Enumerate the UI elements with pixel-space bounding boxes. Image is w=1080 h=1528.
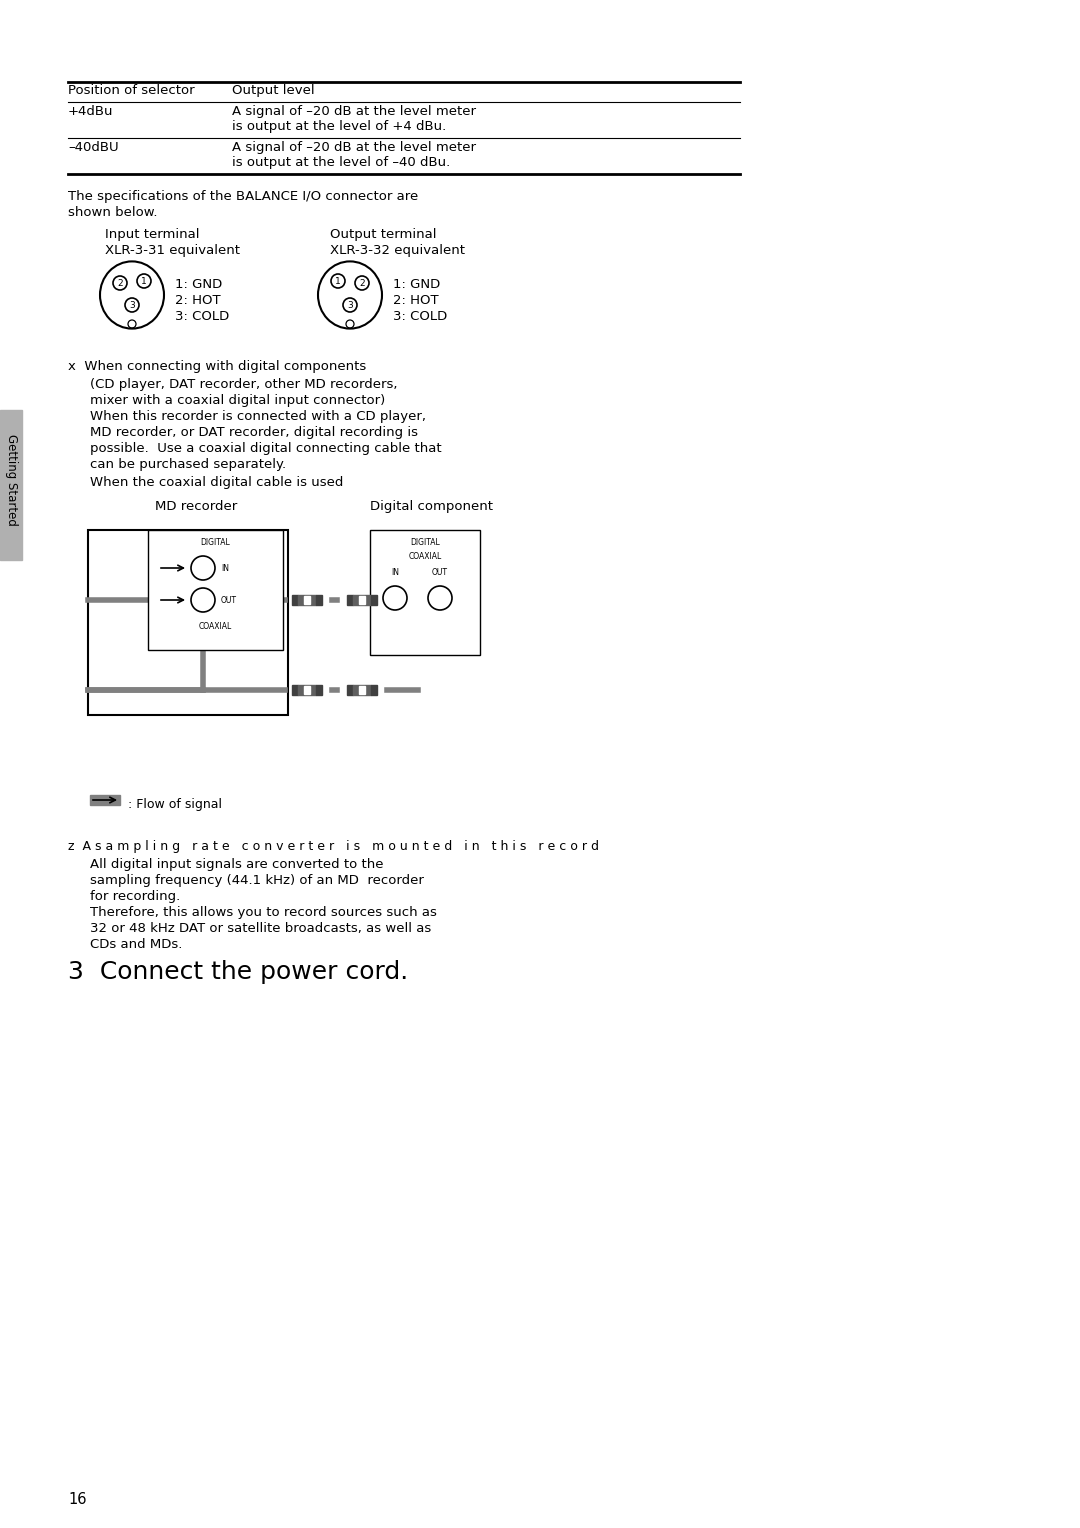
Text: DIGITAL: DIGITAL <box>410 538 440 547</box>
Text: –40dBU: –40dBU <box>68 141 119 154</box>
Text: XLR-3-32 equivalent: XLR-3-32 equivalent <box>330 244 465 257</box>
Text: 3: COLD: 3: COLD <box>175 310 229 322</box>
Text: 3: COLD: 3: COLD <box>393 310 447 322</box>
Text: 2: HOT: 2: HOT <box>393 293 438 307</box>
Text: Therefore, this allows you to record sources such as: Therefore, this allows you to record sou… <box>90 906 437 918</box>
Text: Input terminal: Input terminal <box>105 228 200 241</box>
Text: 1: GND: 1: GND <box>393 278 441 290</box>
Text: A signal of –20 dB at the level meter: A signal of –20 dB at the level meter <box>232 105 476 118</box>
Text: 16: 16 <box>68 1491 86 1507</box>
Text: CDs and MDs.: CDs and MDs. <box>90 938 183 950</box>
Text: XLR-3-31 equivalent: XLR-3-31 equivalent <box>105 244 240 257</box>
Text: COAXIAL: COAXIAL <box>199 622 232 631</box>
Text: 1: 1 <box>141 277 147 286</box>
Text: Output level: Output level <box>232 84 314 96</box>
Bar <box>347 685 353 695</box>
Bar <box>370 530 480 656</box>
Text: The specifications of the BALANCE I/O connector are: The specifications of the BALANCE I/O co… <box>68 189 418 203</box>
Text: possible.  Use a coaxial digital connecting cable that: possible. Use a coaxial digital connecti… <box>90 442 442 455</box>
Text: 2: HOT: 2: HOT <box>175 293 220 307</box>
Text: 2: 2 <box>118 278 123 287</box>
Bar <box>316 685 322 695</box>
Bar <box>353 685 372 695</box>
Bar <box>292 594 298 605</box>
Text: Getting Started: Getting Started <box>4 434 17 526</box>
Text: Output terminal: Output terminal <box>330 228 436 241</box>
Text: OUT: OUT <box>432 568 448 578</box>
Text: MD recorder, or DAT recorder, digital recording is: MD recorder, or DAT recorder, digital re… <box>90 426 418 439</box>
Text: All digital input signals are converted to the: All digital input signals are converted … <box>90 859 383 871</box>
Bar <box>372 685 377 695</box>
Bar <box>298 594 316 605</box>
Bar <box>303 596 310 604</box>
Text: MD recorder: MD recorder <box>156 500 238 513</box>
Text: 1: GND: 1: GND <box>175 278 222 290</box>
Text: 3  Connect the power cord.: 3 Connect the power cord. <box>68 960 408 984</box>
Text: is output at the level of –40 dBu.: is output at the level of –40 dBu. <box>232 156 450 170</box>
Text: mixer with a coaxial digital input connector): mixer with a coaxial digital input conne… <box>90 394 386 406</box>
Bar <box>316 594 322 605</box>
Text: 1: 1 <box>335 277 341 286</box>
Text: Position of selector: Position of selector <box>68 84 194 96</box>
Bar <box>87 530 288 715</box>
Text: 32 or 48 kHz DAT or satellite broadcasts, as well as: 32 or 48 kHz DAT or satellite broadcasts… <box>90 921 431 935</box>
Bar <box>347 594 353 605</box>
Text: 2: 2 <box>360 278 365 287</box>
Text: sampling frequency (44.1 kHz) of an MD  recorder: sampling frequency (44.1 kHz) of an MD r… <box>90 874 423 886</box>
Text: can be purchased separately.: can be purchased separately. <box>90 458 286 471</box>
Text: for recording.: for recording. <box>90 889 180 903</box>
Text: OUT: OUT <box>221 596 237 605</box>
Text: 3: 3 <box>130 301 135 310</box>
Text: Digital component: Digital component <box>370 500 492 513</box>
Bar <box>372 594 377 605</box>
Text: z  A s a m p l i n g   r a t e   c o n v e r t e r   i s   m o u n t e d   i n  : z A s a m p l i n g r a t e c o n v e r … <box>68 840 599 853</box>
Bar <box>298 685 316 695</box>
Text: : Flow of signal: : Flow of signal <box>129 798 222 811</box>
Text: IN: IN <box>391 568 399 578</box>
Text: A signal of –20 dB at the level meter: A signal of –20 dB at the level meter <box>232 141 476 154</box>
Text: IN: IN <box>221 564 229 573</box>
Text: DIGITAL: DIGITAL <box>201 538 230 547</box>
Bar <box>359 686 365 694</box>
Text: 3: 3 <box>347 301 353 310</box>
Text: COAXIAL: COAXIAL <box>408 552 442 561</box>
Text: +4dBu: +4dBu <box>68 105 113 118</box>
Bar <box>0 410 22 559</box>
Bar <box>90 795 120 805</box>
Text: x  When connecting with digital components: x When connecting with digital component… <box>68 361 366 373</box>
Text: When this recorder is connected with a CD player,: When this recorder is connected with a C… <box>90 410 426 423</box>
Bar <box>292 685 298 695</box>
Bar <box>303 686 310 694</box>
Text: is output at the level of +4 dBu.: is output at the level of +4 dBu. <box>232 121 446 133</box>
Text: (CD player, DAT recorder, other MD recorders,: (CD player, DAT recorder, other MD recor… <box>90 377 397 391</box>
Text: When the coaxial digital cable is used: When the coaxial digital cable is used <box>90 477 343 489</box>
Bar <box>148 530 283 649</box>
Bar <box>353 594 372 605</box>
Text: shown below.: shown below. <box>68 206 158 219</box>
Bar <box>359 596 365 604</box>
